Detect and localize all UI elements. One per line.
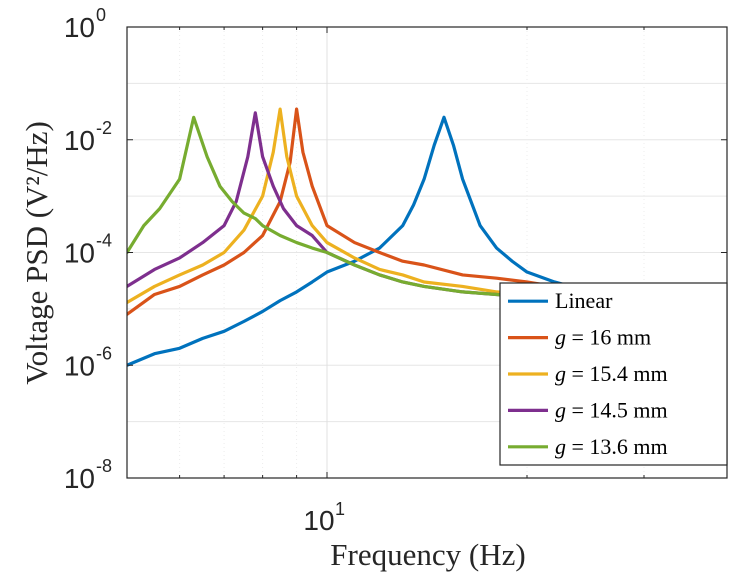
y-tick-label: 10 <box>64 125 95 156</box>
y-tick-label: 10 <box>64 463 95 494</box>
legend-label-variable: g <box>555 325 566 350</box>
y-axis-label: Voltage PSD (V²/Hz) <box>19 121 54 385</box>
legend-label-value: = 13.6 mm <box>566 434 668 459</box>
legend-entry: Linear <box>508 288 613 313</box>
y-tick-label: 10 <box>64 350 95 381</box>
y-tick-exponent: -2 <box>96 118 112 138</box>
legend-entry: g = 16 mm <box>508 325 651 350</box>
legend-label-variable: g <box>555 361 566 386</box>
y-tick-exponent: -8 <box>96 456 112 476</box>
legend-label-variable: g <box>555 434 566 459</box>
legend-label: Linear <box>555 288 613 313</box>
y-tick-label: 10 <box>64 12 95 43</box>
y-tick-exponent: -6 <box>96 343 112 363</box>
legend-label: g = 16 mm <box>555 325 651 350</box>
y-tick-exponent: 0 <box>96 5 106 25</box>
grid-lines <box>127 27 727 478</box>
x-axis-label: Frequency (Hz) <box>330 537 525 572</box>
legend-label-variable: g <box>555 397 566 422</box>
legend-entry: g = 13.6 mm <box>508 434 668 459</box>
x-tick-exponent: 1 <box>335 499 345 519</box>
legend-label: g = 15.4 mm <box>555 361 668 386</box>
legend-label-value: = 15.4 mm <box>566 361 668 386</box>
legend-label-value: = 14.5 mm <box>566 397 668 422</box>
legend-label: g = 13.6 mm <box>555 434 668 459</box>
legend-entry: g = 15.4 mm <box>508 361 668 386</box>
axis-ticks: 10 010 -210 -410 -610 -810 1 <box>64 5 728 536</box>
legend-entry: g = 14.5 mm <box>508 397 668 422</box>
y-tick-label: 10 <box>64 238 95 269</box>
y-tick-exponent: -4 <box>96 231 112 251</box>
legend-label-value: = 16 mm <box>566 325 651 350</box>
legend-label: g = 14.5 mm <box>555 397 668 422</box>
x-tick-label: 10 <box>303 505 334 536</box>
